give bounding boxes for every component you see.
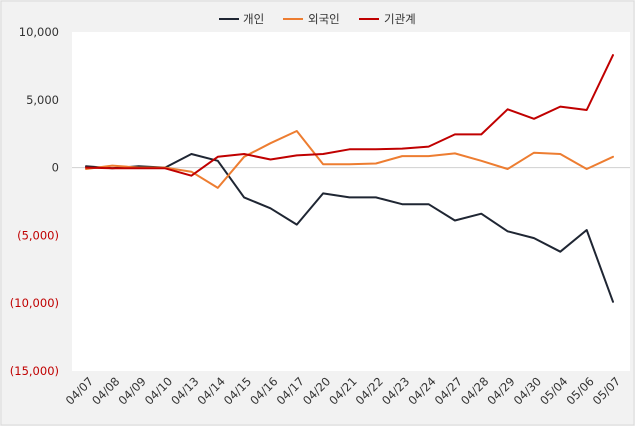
plot-area [72,32,630,371]
legend-label-1: 개인 [243,12,264,26]
legend: 개인 외국인 기관계 [219,12,416,26]
legend-item-2: 외국인 [283,12,340,26]
legend-item-3: 기관계 [359,12,416,26]
legend-label-3: 기관계 [384,12,416,26]
y-tick-label-4: (5,000) [17,228,59,242]
y-axis: 10,000 5,000 0 (5,000) (10,000) (15,000) [10,25,59,378]
y-tick-label-6: (15,000) [10,364,59,378]
y-tick-label-2: 5,000 [26,93,59,107]
legend-label-2: 외국인 [308,12,340,26]
series-group [85,54,614,303]
y-tick-label-5: (10,000) [10,296,59,310]
y-tick-label-3: 0 [52,161,59,175]
y-tick-label-1: 10,000 [19,25,59,39]
legend-item-1: 개인 [219,12,264,26]
series-line-2 [85,130,614,189]
series-line-3 [85,54,614,177]
series-line-1 [85,153,614,303]
